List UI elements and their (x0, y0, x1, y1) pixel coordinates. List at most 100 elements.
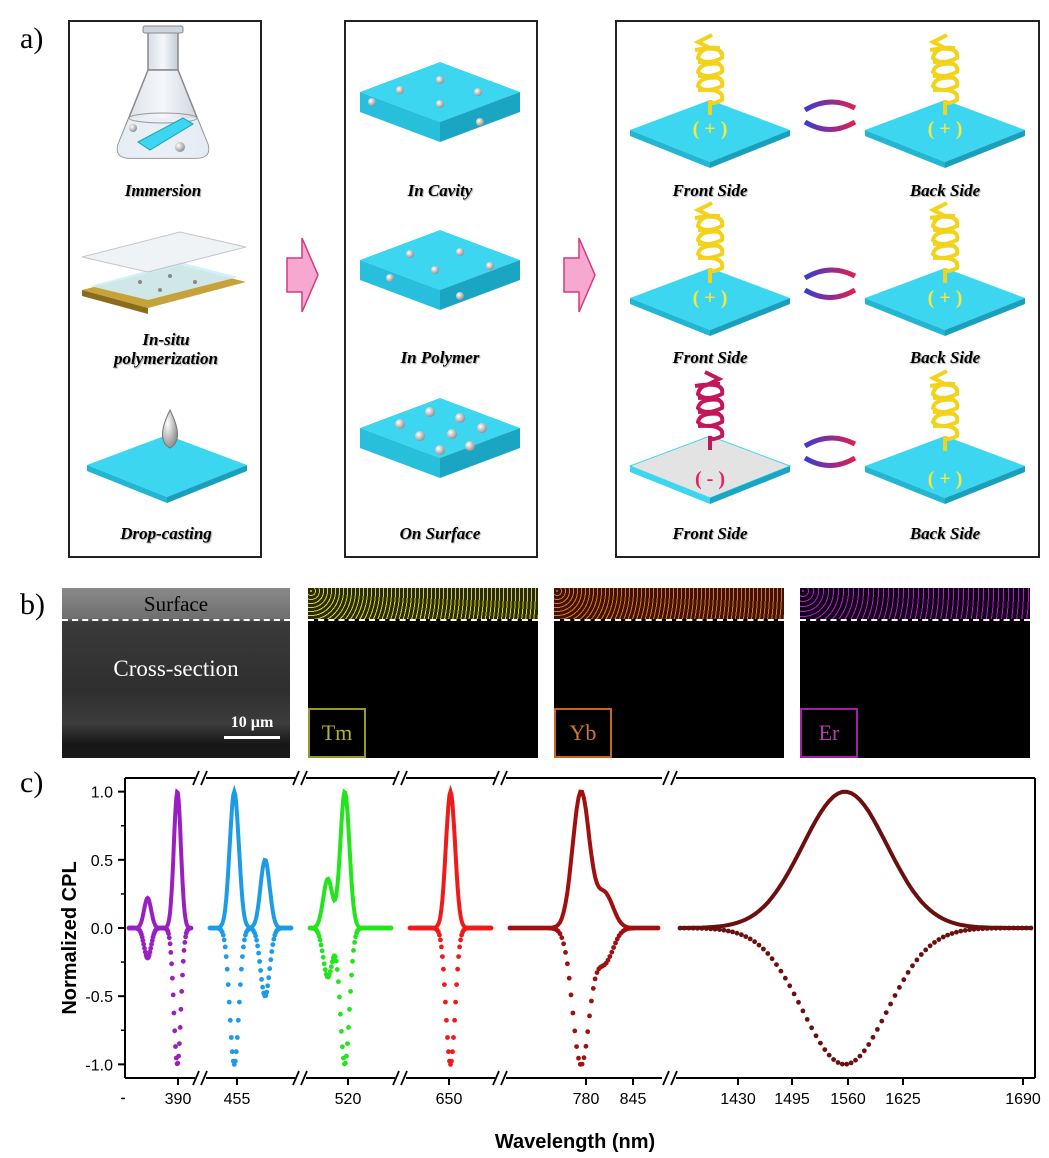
cpl-negative-point (170, 992, 176, 998)
x-tick-label: 1690 (1005, 1091, 1041, 1108)
cpl-negative-point (927, 943, 933, 949)
cpl-negative-point (835, 1060, 841, 1065)
cpl-negative-point (347, 1006, 352, 1012)
x-tick-label: 845 (620, 1091, 647, 1108)
cpl-negative-point (1015, 925, 1021, 931)
x-tick-label: 1560 (830, 1091, 866, 1108)
axis-break-mark (670, 770, 678, 786)
cpl-negative-point (440, 954, 445, 959)
method-immersion: Immersion (124, 181, 202, 200)
cpl-negative-point (260, 984, 265, 990)
cpl-negative-point (875, 1027, 880, 1032)
axis-break-mark (400, 1070, 408, 1086)
cpl-negative-point (962, 928, 968, 933)
cpl-negative-point (235, 1017, 241, 1023)
axis-break-mark (200, 1070, 208, 1086)
scale-bar-label: 10 µm (230, 714, 274, 731)
cpl-chart: 1.0 0.5 0.0 -0.5 -1.0 390 455 520 650 780 845 1430 1… (59, 770, 1041, 1153)
cpl-negative-point (340, 1044, 345, 1050)
axis-break-mark (292, 1070, 300, 1086)
cpl-negative-point (581, 1055, 587, 1061)
cpl-negative-point (739, 932, 744, 938)
cpl-negative-point (734, 930, 740, 936)
cpl-negative-point (818, 1040, 823, 1046)
er-label: Er (800, 708, 858, 758)
cpl-negative-point (316, 933, 322, 939)
front-side-label: Front Side (672, 348, 748, 367)
cpl-negative-point (443, 999, 448, 1005)
swap-arrows-icon (803, 267, 857, 300)
cpl-negative-point (796, 999, 801, 1005)
cpl-negative-point (839, 1061, 845, 1067)
cpl-negative-point (221, 937, 227, 943)
cpl-positive-curve (210, 784, 291, 930)
cpl-negative-point (450, 1049, 455, 1055)
cpl-negative-point (975, 926, 981, 932)
cpl-negative-point (445, 1035, 450, 1040)
cpl-negative-point (677, 925, 683, 931)
axis-break-mark (670, 1070, 678, 1086)
cpl-negative-point (458, 937, 463, 943)
panel-label-a: a) (20, 22, 44, 55)
cpl-negative-point (169, 961, 175, 967)
cpl-negative-point (831, 1057, 836, 1062)
cpl-negative-point (717, 927, 722, 932)
yb-label: Yb (554, 708, 612, 758)
cpl-negative-point (240, 954, 245, 959)
cpl-negative-point (589, 998, 594, 1004)
cpl-negative-point (322, 967, 328, 972)
cpl-negative-point (997, 925, 1003, 931)
cpl-negative-point (178, 1006, 184, 1012)
cpl-negative-point (883, 1010, 889, 1015)
cpl-negative-point (444, 1017, 449, 1023)
cpl-negative-point (256, 950, 261, 956)
cpl-negative-point (147, 949, 153, 955)
cpl-negative-point (271, 936, 277, 942)
cpl-negative-point (148, 945, 154, 951)
cpl-negative-point (914, 957, 920, 963)
cpl-negative-point (232, 1058, 238, 1064)
cpl-negative-point (320, 954, 326, 960)
cpl-negative-point (804, 1017, 810, 1022)
cpl-negative-point (442, 982, 447, 987)
cpl-negative-point (566, 975, 572, 981)
cpl-negative-point (980, 926, 986, 932)
cpl-negative-point (1006, 925, 1012, 931)
cpl-negative-point (242, 937, 247, 943)
cpl-negative-point (267, 966, 273, 972)
axis-break-mark (500, 770, 508, 786)
sem-cross-label: Cross-section (113, 656, 239, 681)
cpl-negative-point (809, 1025, 814, 1031)
back-side-label: Back Side (909, 348, 981, 367)
cpl-negative-point (457, 944, 462, 950)
cpl-negative-point (188, 925, 194, 931)
cpl-negative-point (725, 928, 731, 934)
x-tick-label: 1625 (885, 1091, 921, 1108)
cpl-negative-point (453, 999, 458, 1005)
front-side-label: Front Side (672, 524, 748, 543)
cpl-negative-point (455, 966, 460, 972)
cpl-negative-point (897, 985, 902, 990)
flask-icon (116, 25, 210, 159)
cpl-negative-point (910, 963, 915, 969)
cpl-negative-point (609, 949, 615, 955)
back-side-label: Back Side (909, 524, 981, 543)
cpl-negative-point (175, 1060, 181, 1066)
tm-label: Tm (308, 708, 366, 758)
axis-break-mark (300, 1070, 308, 1086)
cpl-negative-point (167, 941, 173, 947)
cpl-negative-point (605, 957, 611, 963)
cpl-negative-point (866, 1042, 872, 1047)
cpl-negative-point (182, 940, 188, 945)
cpl-negative-point (853, 1057, 858, 1063)
cpl-negative-point (269, 949, 275, 954)
cpl-positive-curve (510, 789, 658, 930)
cpl-negative-point (590, 986, 596, 991)
cpl-negative-point (576, 1055, 581, 1061)
cpl-negative-point (168, 950, 174, 955)
cpl-negative-point (940, 934, 946, 940)
cpl-negative-point (826, 1052, 832, 1058)
cpl-negative-point (782, 975, 788, 981)
cpl-negative-point (257, 959, 262, 964)
cpl-negative-point (1028, 925, 1034, 931)
